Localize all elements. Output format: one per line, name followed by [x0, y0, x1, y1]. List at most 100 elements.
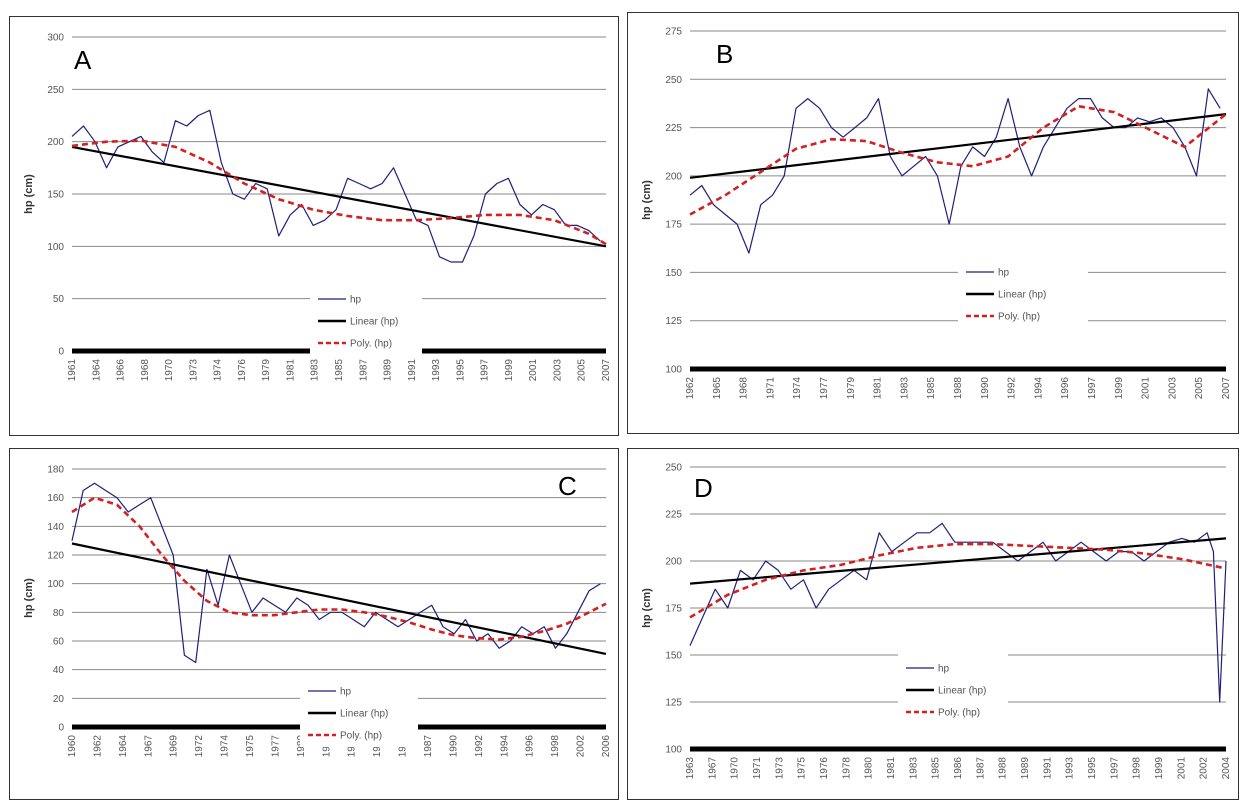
x-tick-label: 1995: [1087, 757, 1098, 780]
x-tick-label: 1989: [383, 359, 394, 382]
x-tick-label: 1985: [926, 377, 937, 400]
x-tick-label: 1991: [1042, 757, 1053, 780]
x-tick-label: 1975: [797, 757, 808, 780]
x-tick-label: 1970: [164, 359, 175, 382]
x-tick-label: 2007: [1221, 377, 1232, 400]
y-tick-label: 200: [665, 557, 682, 568]
legend-label: Poly. (hp): [340, 731, 382, 742]
x-tick-label: 1962: [685, 377, 696, 400]
x-tick-label: 1987: [975, 757, 986, 780]
legend-label: hp: [998, 268, 1010, 279]
x-tick-label: 1960: [67, 735, 78, 758]
y-tick-label: 125: [665, 316, 682, 327]
x-tick-label: 2001: [528, 359, 539, 382]
series-line-linear: [71, 542, 607, 655]
y-tick-label: 160: [47, 493, 64, 504]
x-tick-label: 1987: [423, 735, 434, 758]
y-tick-label: 250: [47, 85, 64, 96]
x-tick-label: 1985: [931, 757, 942, 780]
y-tick-label: 140: [47, 522, 64, 533]
chart-svg-b: 100 125 150 175 200 225 250 275 1962 1965 1968 1971…: [641, 27, 1232, 400]
x-tick-label: 1964: [118, 735, 129, 758]
x-tick-label: 1968: [140, 359, 151, 382]
x-tick-label: 1999: [504, 359, 515, 382]
y-tick-label: 50: [53, 294, 65, 305]
x-tick-label: 2001: [1176, 757, 1187, 780]
x-tick-label: 1971: [765, 377, 776, 400]
x-tick-label: 1993: [431, 359, 442, 382]
x-tick-label: 2001: [1141, 377, 1152, 400]
y-tick-label: 150: [47, 190, 64, 201]
x-tick-label: 1973: [774, 757, 785, 780]
x-tick-label: 2002: [1199, 757, 1210, 780]
x-tick-label: 1972: [194, 735, 205, 758]
y-tick-label: 150: [665, 651, 682, 662]
legend-label: Linear (hp): [350, 317, 398, 328]
x-tick-label: 1997: [1087, 377, 1098, 400]
series-line-poly: [71, 139, 607, 246]
x-tick-label: 1988: [998, 757, 1009, 780]
x-tick-label: 1996: [525, 735, 536, 758]
x-tick-label: 2005: [577, 359, 588, 382]
y-tick-label: 225: [665, 123, 682, 134]
x-tick-label: 1974: [213, 359, 224, 382]
x-tick-label: 1978: [841, 757, 852, 780]
x-tick-label: 2002: [576, 735, 587, 758]
chart-svg-c: 0 20 40 60 80 100 120 140 160 180 1960 1962 1964 1967…: [23, 465, 612, 758]
y-tick-label: 125: [665, 698, 682, 709]
x-tick-label: 1981: [886, 757, 897, 780]
y-tick-label: 175: [665, 604, 682, 615]
x-tick-label: 1983: [310, 359, 321, 382]
y-tick-label: 175: [665, 220, 682, 231]
y-tick-label: 275: [665, 27, 682, 38]
x-tick-label: 1961: [67, 359, 78, 382]
x-tick-label: 1990: [980, 377, 991, 400]
x-tick-label: 1986: [953, 757, 964, 780]
series-line-linear: [71, 145, 607, 248]
y-axis-label: hp (cm): [23, 174, 35, 214]
x-tick-label: 1977: [270, 735, 281, 758]
panel-letter: A: [74, 45, 92, 75]
y-axis-label: hp (cm): [641, 180, 653, 220]
chart-panel-a: 0 50 100 150 200 250 300 1961 1964 1966 1968 1970 19…: [9, 16, 619, 436]
x-tick-label: 2003: [1167, 377, 1178, 400]
x-tick-label: 1992: [1007, 377, 1018, 400]
series-line-linear: [689, 113, 1227, 179]
x-tick-label: 1999: [1114, 377, 1125, 400]
x-tick-label: 1992: [474, 735, 485, 758]
y-tick-label: 300: [47, 33, 64, 44]
x-tick-label: 1977: [819, 377, 830, 400]
y-tick-label: 225: [665, 510, 682, 521]
series-line-hp: [689, 88, 1221, 254]
series-line-linear: [689, 537, 1227, 585]
chart-panel-b: 100 125 150 175 200 225 250 275 1962 1965 1968 1971…: [627, 12, 1239, 434]
x-tick-label: 1965: [712, 377, 723, 400]
x-tick-label: 1967: [143, 735, 154, 758]
y-tick-label: 100: [665, 365, 682, 376]
legend-label: Linear (hp): [998, 290, 1046, 301]
x-tick-label: 1990: [448, 735, 459, 758]
x-tick-label: 1989: [1020, 757, 1031, 780]
x-tick-label: 1979: [846, 377, 857, 400]
y-tick-label: 180: [47, 465, 64, 476]
x-tick-label: 1995: [455, 359, 466, 382]
x-tick-label: 1968: [739, 377, 750, 400]
y-tick-label: 40: [53, 665, 65, 676]
x-tick-label: 1996: [1060, 377, 1071, 400]
y-tick-label: 80: [53, 608, 65, 619]
series-line-hp: [71, 109, 601, 263]
legend-label: hp: [938, 664, 950, 675]
chart-panel-d: 100 125 150 175 200 225 250 1963 1967 1970 1971 197…: [627, 448, 1239, 800]
x-tick-label: 1976: [819, 757, 830, 780]
x-tick-label: 1981: [285, 359, 296, 382]
x-tick-label: 1983: [908, 757, 919, 780]
x-tick-label: 1974: [792, 377, 803, 400]
y-tick-label: 250: [665, 75, 682, 86]
x-tick-label: 1976: [237, 359, 248, 382]
series-line-poly: [689, 105, 1227, 216]
x-tick-label: 1975: [245, 735, 256, 758]
x-tick-label: 1973: [188, 359, 199, 382]
legend-label: Poly. (hp): [938, 708, 980, 719]
chart-svg-d: 100 125 150 175 200 225 250 1963 1967 1970 1971 197…: [641, 463, 1232, 780]
x-tick-label: 2006: [601, 735, 612, 758]
